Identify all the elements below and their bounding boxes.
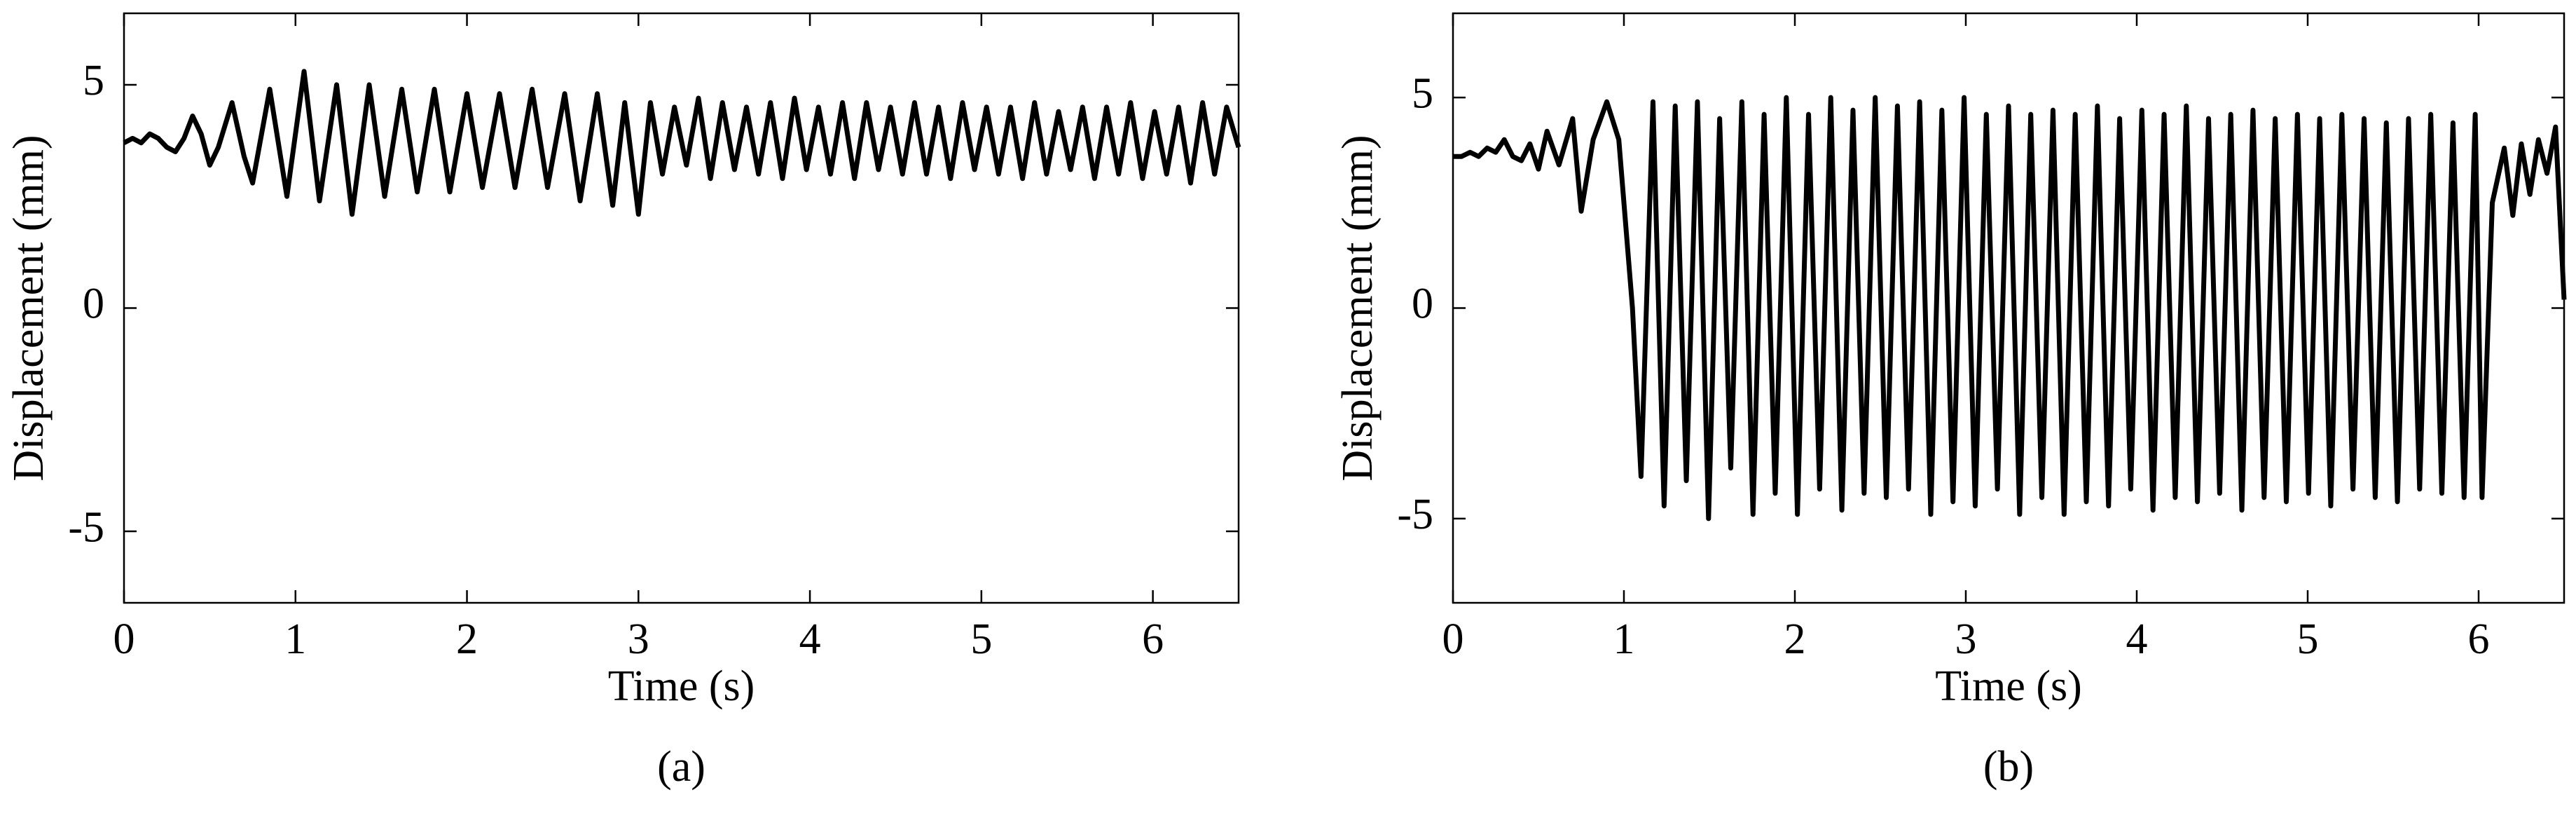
y-tick-label: 5 [1412,69,1433,117]
x-tick-label: 6 [2468,615,2490,663]
caption: (a) [657,743,705,791]
x-tick-label: 0 [1442,615,1464,663]
x-tick-label: 2 [1784,615,1806,663]
x-tick-label: 1 [1613,615,1635,663]
x-tick-label: 2 [456,615,478,663]
data-line [123,69,1241,217]
x-tick-label: 5 [2297,615,2319,663]
y-axis-label: Displacement (mm) [1334,135,1382,481]
x-tick-label: 5 [970,615,992,663]
plot-frame [123,12,1240,604]
y-axis-label: Displacement (mm) [5,135,53,481]
x-tick-label: 6 [1142,615,1164,663]
x-tick-label: 3 [628,615,649,663]
plot-frame [1452,12,2565,604]
y-tick-label: 0 [1412,280,1433,328]
y-tick-label: -5 [1397,491,1433,538]
y-tick-label: 0 [83,280,104,328]
data-line [1453,95,2567,522]
x-tick-label: 3 [1955,615,1977,663]
x-tick-label: 0 [113,615,135,663]
y-tick-label: 5 [83,57,104,104]
x-axis-label: Time (s) [608,662,755,710]
x-tick-label: 1 [284,615,306,663]
y-tick-label: -5 [68,503,104,551]
x-tick-label: 4 [2126,615,2148,663]
x-axis-label: Time (s) [1935,662,2082,710]
caption: (b) [1983,743,2034,791]
x-tick-label: 4 [799,615,821,663]
